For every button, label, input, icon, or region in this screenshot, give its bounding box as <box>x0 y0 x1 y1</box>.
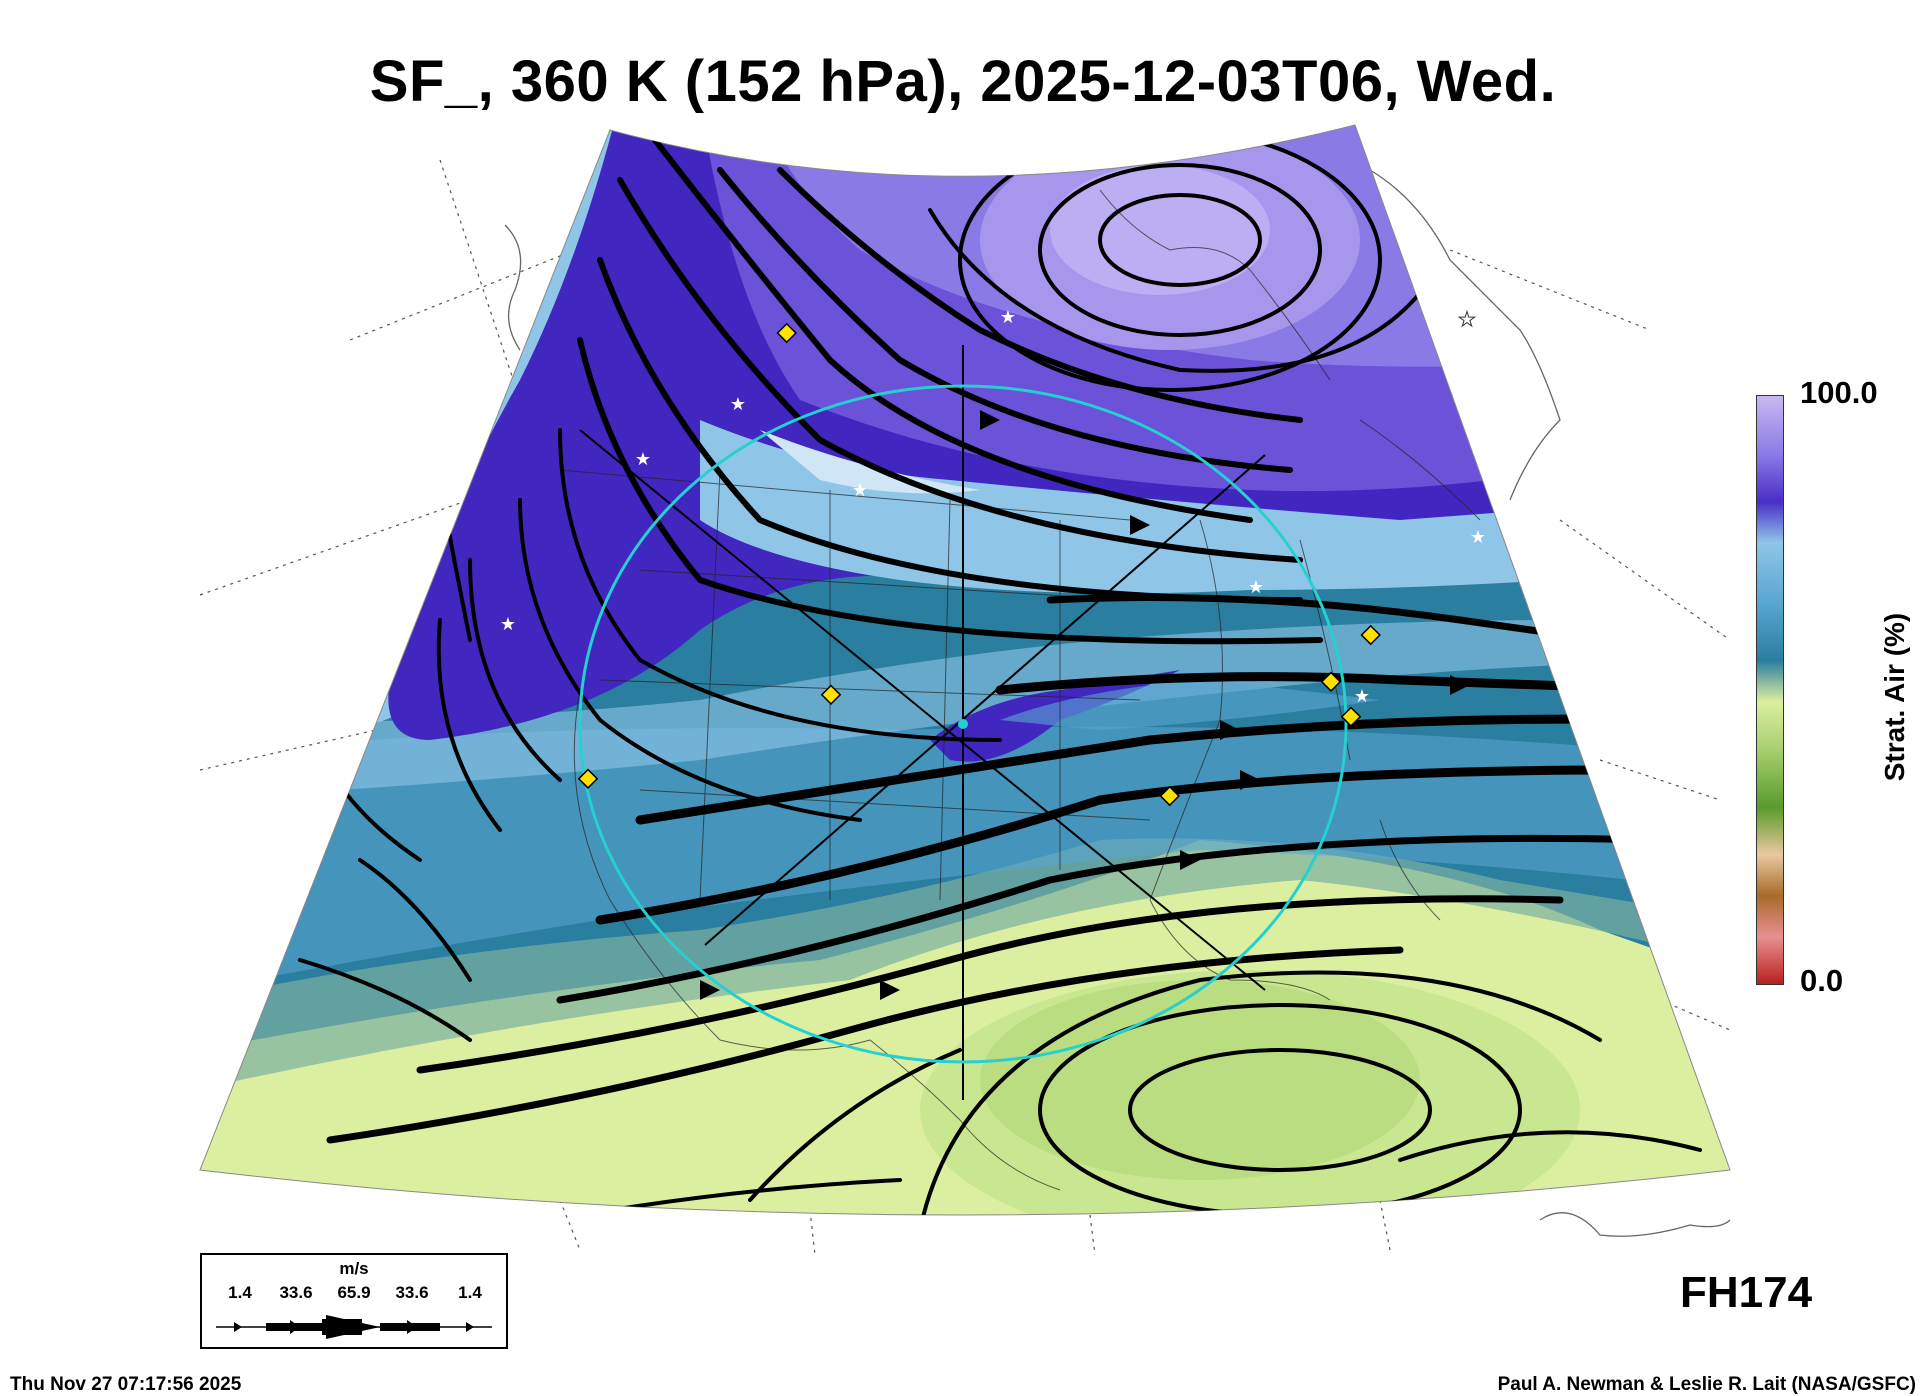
cross-section-overlay <box>578 345 1348 1100</box>
colorbar <box>1756 395 1784 985</box>
credit-line: Paul A. Newman & Leslie R. Lait (NASA/GS… <box>1497 1374 1916 1395</box>
wind-speed-legend: m/s 1.4 33.6 65.9 33.6 1.4 <box>200 1253 508 1349</box>
map-title: SF_, 360 K (152 hPa), 2025-12-03T06, Wed… <box>369 49 1557 114</box>
wind-legend-arrows <box>216 1315 492 1339</box>
strat-air-field <box>200 125 1730 1215</box>
colorbar-gradient <box>1757 396 1783 984</box>
colorbar-min-label: 0.0 <box>1800 963 1844 998</box>
wind-legend-value: 1.4 <box>228 1283 252 1302</box>
svg-text:★: ★ <box>852 480 868 501</box>
streamline-arrowheads <box>700 410 1470 1000</box>
svg-text:★: ★ <box>1000 307 1016 328</box>
svg-text:★: ★ <box>1248 577 1264 598</box>
timestamp: Thu Nov 27 07:17:56 2025 <box>10 1374 242 1395</box>
wind-legend-units: m/s <box>339 1259 369 1278</box>
svg-text:★: ★ <box>730 394 746 415</box>
outside-coastlines <box>504 169 1731 1237</box>
colorbar-max-label: 100.0 <box>1800 375 1878 410</box>
svg-text:★: ★ <box>635 449 651 470</box>
forecast-hour-label: FH174 <box>1680 1268 1813 1317</box>
station-markers: ★ ★ ★ ★ ★ ★ ★ ★ ★ <box>500 307 1486 807</box>
wind-legend-value: 33.6 <box>395 1283 429 1302</box>
svg-text:★: ★ <box>1470 527 1486 548</box>
svg-text:★: ★ <box>1458 309 1476 331</box>
wind-legend-value: 1.4 <box>458 1283 482 1302</box>
wind-legend-value: 65.9 <box>337 1283 371 1302</box>
svg-text:★: ★ <box>500 614 516 635</box>
svg-text:★: ★ <box>1354 686 1370 707</box>
wind-legend-value: 33.6 <box>279 1283 313 1302</box>
colorbar-title: Strat. Air (%) <box>1879 612 1910 782</box>
